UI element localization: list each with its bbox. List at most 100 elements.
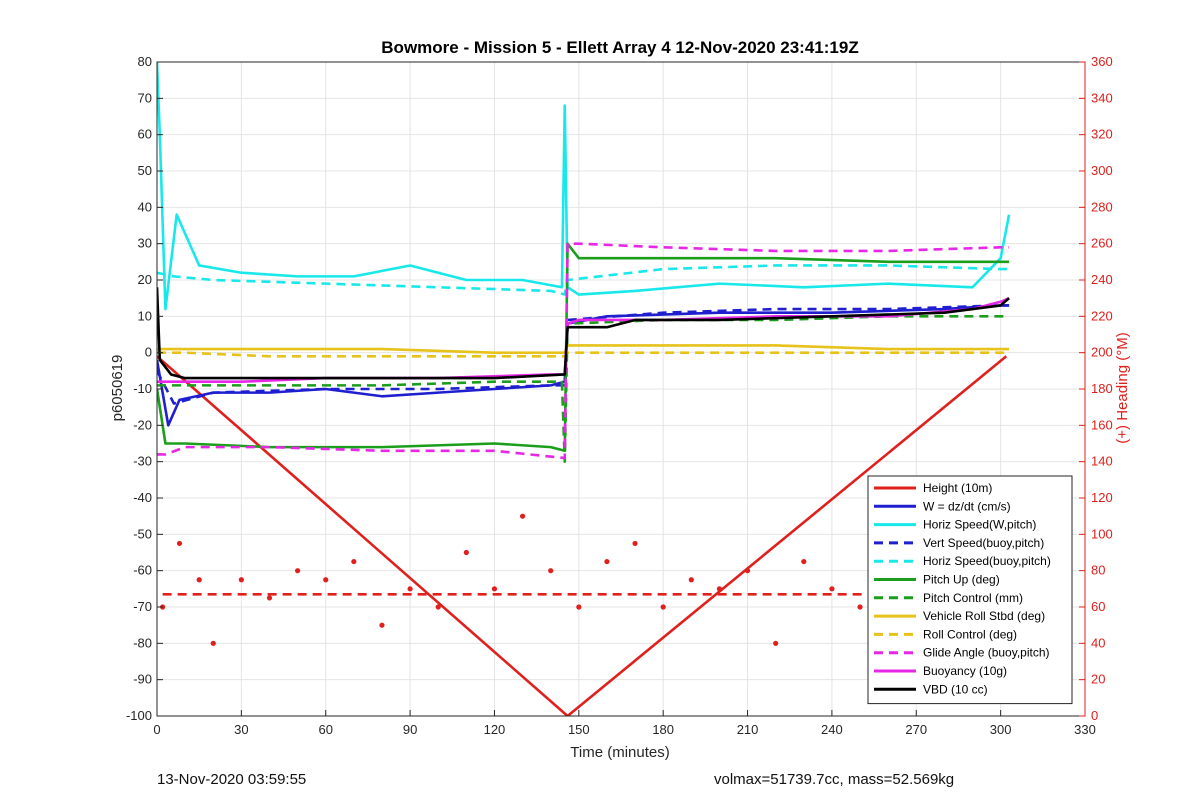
legend-entry: W = dz/dt (cm/s) [923,499,1011,513]
legend-entry: Vert Speed(buoy,pitch) [923,536,1044,550]
series-point-heading-m [688,577,694,583]
footer-mass-info: volmax=51739.7cc, mass=52.569kg [714,771,955,788]
y-tick-label: -50 [133,526,152,541]
y-tick-label: -20 [133,417,152,432]
series-line-roll-control-deg [157,351,1010,358]
y-right-tick-label: 200 [1091,345,1113,360]
series-point-heading-m [801,558,807,565]
series-point-heading-m [548,568,554,574]
y-tick-label: -30 [133,454,152,469]
series-point-heading-m [379,622,385,628]
y-tick-label: 60 [138,127,152,142]
legend-entry: VBD (10 cc) [923,682,988,696]
y-right-tick-label: 260 [1091,236,1113,251]
x-tick-label: 0 [153,722,160,737]
series-point-heading-m [773,640,779,646]
legend-entry: Horiz Speed(W,pitch) [923,518,1036,532]
x-tick-label: 240 [821,722,843,737]
series-point-heading-m [435,604,441,610]
legend: Height (10m) W = dz/dt (cm/s) Horiz Speed(… [867,475,1073,705]
x-tick-label: 120 [484,722,506,737]
series-point-heading-m [323,577,329,583]
series-point-heading-m [196,577,202,583]
series-point-heading-m [519,513,526,519]
series-point-heading-m [266,595,273,601]
legend-entry: Roll Control (deg) [923,627,1017,641]
y-right-tick-label: 160 [1091,417,1113,432]
y-right-tick-label: 100 [1091,526,1113,541]
series-line-horiz-speed-w-pitch [157,62,1011,311]
series-line-pitch-control-mm [157,315,1010,463]
series-point-heading-m [210,640,216,646]
y-tick-label: -80 [133,635,152,650]
y-right-tick-label: 120 [1091,490,1113,505]
series-line-horiz-speed-buoy-pitch [157,264,1010,296]
series-point-heading-m [744,568,751,574]
y-right-tick-label: 360 [1091,54,1113,69]
series-point-heading-m [660,604,666,610]
y-right-tick-label: 180 [1091,381,1113,396]
y-right-tick-label: 40 [1091,635,1105,650]
y-right-tick-label: 20 [1091,672,1105,687]
y-tick-label: -90 [133,672,152,687]
series-point-heading-m [716,586,723,592]
chart: 0 30 60 90 120 150 180 210 240 270 300 330-100-90-8… [109,38,1131,761]
series-point-heading-m [632,540,638,547]
x-tick-label: 270 [905,722,927,737]
x-tick-label: 90 [403,722,417,737]
y-right-tick-label: 240 [1091,272,1113,287]
y-tick-label: 20 [138,272,152,287]
ticks: 0 30 60 90 120 150 180 210 240 270 300 330-100-90-8… [126,54,1113,737]
series-line-vbd-10-cc [157,287,1010,380]
series-point-heading-m [176,540,183,547]
legend-entry: Buoyancy (10g) [923,664,1007,678]
y-axis-label: p6050619 [109,355,126,422]
legend-entry: Height (10m) [923,481,992,495]
y-tick-label: 40 [138,199,152,214]
y-tick-label: 30 [138,236,152,251]
y-right-tick-label: 0 [1091,708,1098,723]
x-tick-label: 60 [318,722,332,737]
y-right-tick-label: 140 [1091,454,1113,469]
y-tick-label: 70 [138,90,152,105]
legend-entry: Pitch Up (deg) [923,573,1000,587]
x-tick-label: 180 [652,722,674,737]
x-axis-label: Time (minutes) [570,744,669,761]
legend-entry: Vehicle Roll Stbd (deg) [923,609,1045,623]
y-tick-label: -70 [133,599,152,614]
y-right-tick-label: 280 [1091,199,1113,214]
y-right-tick-label: 340 [1091,90,1113,105]
series-point-heading-m [463,549,469,556]
legend-box [867,475,1073,705]
y-right-tick-label: 300 [1091,163,1113,178]
series-point-heading-m [351,558,357,565]
y-tick-label: 50 [138,163,152,178]
y-tick-label: 0 [145,345,152,360]
y-tick-label: -100 [126,708,152,723]
series-line-w-dz-dt-cm-s [157,304,1010,427]
series-point-heading-m [491,586,498,592]
y-right-tick-label: 320 [1091,127,1113,142]
legend-entry: Pitch Control (mm) [923,591,1023,605]
series-point-heading-m [576,604,582,610]
series-point-heading-m [604,558,610,565]
x-tick-label: 330 [1074,722,1096,737]
x-tick-label: 150 [568,722,590,737]
y-tick-label: -10 [133,381,152,396]
legend-entry: Horiz Speed(buoy,pitch) [923,554,1051,568]
series-point-heading-m [857,604,863,610]
y-axis-label-right: (+) Heading (°M) [1114,332,1131,443]
x-tick-label: 210 [737,722,759,737]
series-line-height-10m [157,355,1008,716]
y-tick-label: -60 [133,563,152,578]
series-point-heading-m [295,568,301,574]
y-right-tick-label: 220 [1091,308,1113,323]
series-point-heading-m [829,586,835,592]
series-line-vert-speed-buoy-pitch [157,304,1010,405]
y-right-tick-label: 60 [1091,599,1105,614]
footer-timestamp: 13-Nov-2020 03:59:55 [157,771,307,788]
x-tick-label: 300 [990,722,1012,737]
series-point-heading-m [407,586,413,592]
series-point-heading-m [238,577,244,583]
y-tick-label: -40 [133,490,152,505]
